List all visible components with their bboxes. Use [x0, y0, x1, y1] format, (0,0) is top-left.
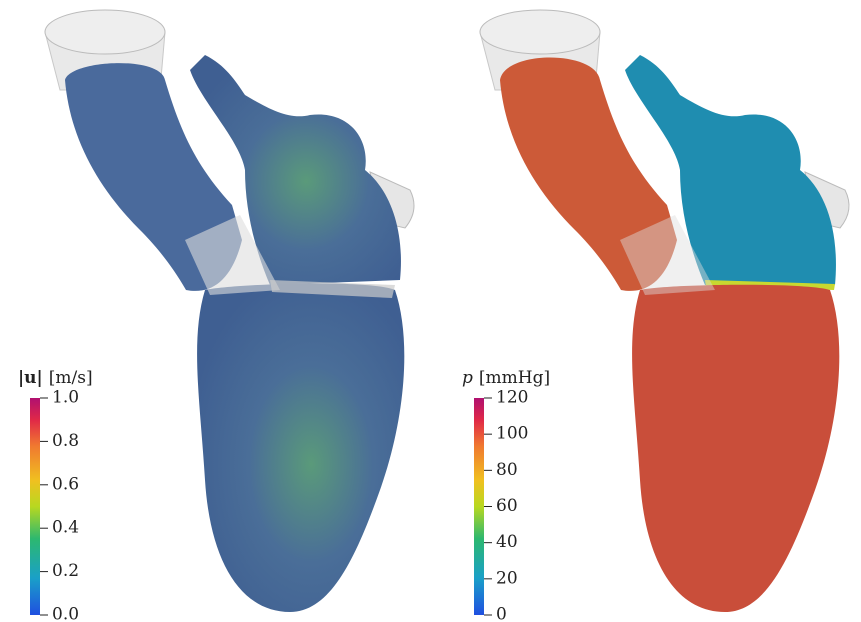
tick-label: 0.6: [52, 474, 79, 494]
tick-label: 20: [496, 568, 518, 588]
tick-label: 0.0: [52, 605, 79, 622]
colorbar-symbol: p: [462, 368, 473, 388]
tick-label: 120: [496, 388, 528, 408]
tick-label: 80: [496, 460, 518, 480]
velocity-render: [45, 10, 414, 612]
colorbar-label: p [mmHg]: [462, 368, 550, 388]
pressure-render: [480, 10, 849, 612]
colorbar-unit: [mmHg]: [479, 368, 550, 388]
tick-label: 0.2: [52, 561, 79, 581]
colorbar-symbol: |u|: [18, 368, 43, 388]
colorbar-label: |u| [m/s]: [18, 368, 93, 388]
tick-label: 0: [496, 605, 507, 622]
tick-label: 100: [496, 424, 528, 444]
tick-label: 60: [496, 496, 518, 516]
figure: |u| [m/s] 0.0 0.2 0.4 0.6 0.8 1.0 p [mmHg] 0 20 40 60…: [0, 0, 861, 622]
tick-label: 0.8: [52, 431, 79, 451]
tick-label: 40: [496, 532, 518, 552]
colorbar: [30, 398, 40, 615]
tick-label: 1.0: [52, 388, 79, 408]
colorbar-unit: [m/s]: [49, 368, 93, 388]
colorbar: [474, 398, 484, 615]
tick-label: 0.4: [52, 518, 79, 538]
